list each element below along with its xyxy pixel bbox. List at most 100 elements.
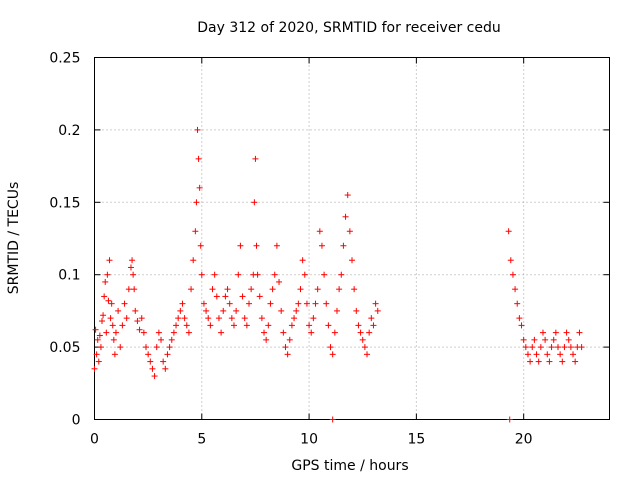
- data-point: [273, 242, 280, 249]
- data-point: [166, 344, 173, 351]
- data-point: [103, 329, 110, 336]
- data-point: [147, 358, 154, 365]
- data-points: [91, 126, 585, 423]
- data-point: [565, 336, 572, 343]
- data-point: [211, 271, 218, 278]
- data-point: [136, 326, 143, 333]
- data-point: [542, 336, 549, 343]
- data-point: [265, 322, 272, 329]
- data-point: [207, 322, 214, 329]
- data-point: [550, 336, 557, 343]
- data-point: [252, 155, 259, 162]
- data-point: [531, 336, 538, 343]
- data-point: [529, 344, 536, 351]
- data-point: [561, 344, 568, 351]
- data-point: [121, 300, 128, 307]
- y-axis-title: SRMTID / TECUs: [6, 182, 22, 295]
- data-point: [280, 329, 287, 336]
- x-tick-label: 15: [407, 432, 425, 448]
- data-point: [239, 293, 246, 300]
- data-point: [102, 278, 109, 285]
- data-point: [506, 416, 513, 423]
- data-point: [237, 242, 244, 249]
- data-point: [512, 286, 519, 293]
- data-point: [196, 184, 203, 191]
- data-point: [107, 315, 114, 322]
- data-point: [333, 307, 340, 314]
- data-point: [111, 351, 118, 358]
- data-point: [522, 344, 529, 351]
- data-point: [316, 228, 323, 235]
- data-point: [117, 344, 124, 351]
- data-point: [108, 300, 115, 307]
- data-point: [539, 329, 546, 336]
- data-point: [570, 351, 577, 358]
- x-tick-label: 10: [300, 432, 318, 448]
- data-point: [567, 344, 574, 351]
- data-point: [213, 293, 220, 300]
- data-point: [164, 351, 171, 358]
- data-point: [269, 286, 276, 293]
- data-point: [271, 271, 278, 278]
- data-point: [94, 336, 101, 343]
- data-point: [366, 329, 373, 336]
- data-point: [321, 271, 328, 278]
- data-point: [125, 286, 132, 293]
- data-point: [158, 336, 165, 343]
- data-point: [323, 300, 330, 307]
- data-point: [357, 329, 364, 336]
- data-point: [112, 329, 119, 336]
- data-point: [329, 416, 336, 423]
- data-point: [209, 286, 216, 293]
- data-point: [123, 315, 130, 322]
- data-point: [306, 322, 313, 329]
- data-point: [106, 257, 113, 264]
- data-point: [195, 155, 202, 162]
- data-point: [143, 344, 149, 351]
- data-point: [359, 336, 366, 343]
- data-point: [537, 344, 544, 351]
- y-tick-label: 0: [72, 413, 81, 429]
- data-point: [224, 286, 231, 293]
- data-point: [267, 300, 274, 307]
- data-point: [149, 365, 156, 372]
- data-point: [233, 307, 240, 314]
- x-tick-label: 5: [197, 432, 206, 448]
- data-point: [254, 271, 261, 278]
- data-point: [138, 315, 145, 322]
- data-point: [179, 300, 186, 307]
- data-point: [374, 307, 381, 314]
- data-point: [576, 329, 583, 336]
- data-point: [263, 336, 270, 343]
- data-point: [559, 358, 566, 365]
- data-point: [200, 300, 207, 307]
- data-point: [153, 344, 160, 351]
- data-point: [228, 315, 235, 322]
- data-point: [192, 228, 199, 235]
- data-point: [132, 307, 139, 314]
- data-point: [119, 322, 126, 329]
- data-point: [177, 307, 184, 314]
- data-point: [183, 322, 190, 329]
- chart-title: Day 312 of 2020, SRMTID for receiver ced…: [197, 20, 500, 36]
- data-point: [351, 286, 358, 293]
- data-point: [145, 351, 152, 358]
- data-point: [370, 322, 377, 329]
- y-tick-label: 0.15: [49, 195, 80, 211]
- data-point: [251, 199, 258, 206]
- data-point: [162, 365, 169, 372]
- data-point: [372, 300, 379, 307]
- data-point: [312, 300, 319, 307]
- data-point: [188, 286, 195, 293]
- data-point: [329, 351, 336, 358]
- data-point: [555, 344, 561, 351]
- data-point: [193, 199, 200, 206]
- data-point: [572, 358, 579, 365]
- x-tick-label: 20: [515, 432, 533, 448]
- data-point: [175, 315, 182, 322]
- data-point: [301, 271, 308, 278]
- data-point: [295, 300, 302, 307]
- x-axis-title: GPS time / hours: [291, 458, 408, 474]
- data-point: [104, 271, 111, 278]
